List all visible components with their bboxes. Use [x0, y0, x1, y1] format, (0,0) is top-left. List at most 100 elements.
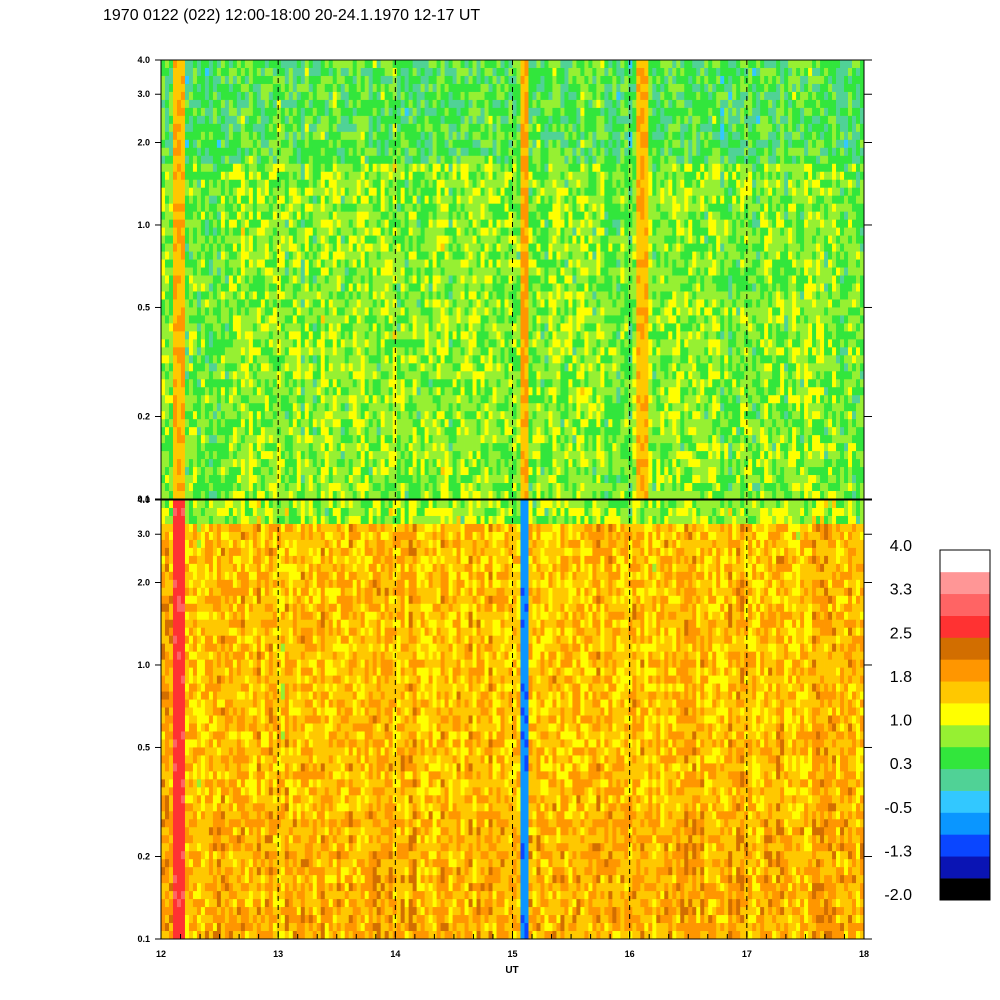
heatmap-cell [264, 379, 270, 388]
heatmap-cell [220, 307, 226, 316]
heatmap-cell [476, 403, 481, 412]
heatmap-cell [404, 211, 410, 221]
heatmap-cell [484, 179, 489, 189]
heatmap-cell [180, 227, 186, 236]
heatmap-cell [248, 115, 254, 125]
heatmap-cell [404, 323, 410, 332]
heatmap-cell [288, 347, 294, 356]
heatmap-cell [380, 211, 386, 221]
heatmap-cell [208, 275, 214, 284]
heatmap-cell [232, 331, 238, 340]
heatmap-cell [428, 195, 434, 205]
heatmap-cell [428, 75, 434, 85]
heatmap-cell [304, 243, 310, 252]
heatmap-cell [420, 83, 426, 93]
heatmap-cell [496, 163, 501, 173]
heatmap-cell [396, 483, 402, 492]
heatmap-cell [220, 451, 226, 460]
heatmap-cell [376, 283, 382, 292]
heatmap-cell [376, 123, 382, 133]
heatmap-cell [212, 355, 218, 364]
heatmap-cell [308, 403, 314, 412]
heatmap-cell [472, 283, 477, 292]
heatmap-cell [504, 451, 509, 460]
heatmap-cell [376, 323, 382, 332]
heatmap-cell [492, 483, 497, 492]
heatmap-cell [360, 323, 366, 332]
heatmap-cell [468, 171, 473, 181]
heatmap-cell [240, 395, 246, 404]
heatmap-cell [396, 67, 402, 77]
heatmap-cell [400, 491, 406, 500]
heatmap-cell [496, 131, 501, 141]
heatmap-cell [464, 283, 469, 292]
heatmap-cell [168, 483, 174, 492]
heatmap-cell [296, 427, 302, 436]
heatmap-cell [208, 371, 214, 380]
heatmap-cell [424, 219, 430, 229]
heatmap-cell [188, 163, 194, 173]
heatmap-cell [276, 315, 282, 324]
heatmap-cell [288, 379, 294, 388]
heatmap-cell [504, 163, 509, 173]
heatmap-cell [296, 363, 302, 372]
heatmap-cell [372, 187, 378, 197]
heatmap-cell [328, 491, 334, 500]
heatmap-cell [324, 91, 330, 101]
heatmap-cell [444, 259, 449, 268]
heatmap-cell [404, 395, 410, 404]
heatmap-cell [440, 451, 445, 460]
heatmap-cell [252, 347, 258, 356]
heatmap-cell [480, 139, 485, 149]
heatmap-cell [432, 195, 437, 205]
heatmap-cell [232, 491, 238, 500]
heatmap-cell [300, 147, 306, 157]
heatmap-cell [404, 115, 410, 125]
heatmap-cell [404, 75, 410, 85]
heatmap-cell [232, 307, 238, 316]
heatmap-cell [420, 99, 426, 109]
heatmap-cell [196, 411, 202, 420]
heatmap-cell [236, 395, 242, 404]
heatmap-cell [456, 99, 461, 109]
heatmap-cell [488, 355, 493, 364]
heatmap-cell [180, 291, 186, 300]
heatmap-cell [340, 171, 346, 181]
heatmap-cell [452, 91, 457, 101]
heatmap-cell [448, 379, 453, 388]
heatmap-cell [376, 435, 382, 444]
heatmap-cell [488, 387, 493, 396]
heatmap-cell [416, 467, 422, 476]
heatmap-cell [360, 467, 366, 476]
heatmap-cell [344, 123, 350, 133]
heatmap-cell [408, 131, 414, 141]
heatmap-cell [468, 299, 473, 308]
heatmap-cell [272, 283, 278, 292]
heatmap-cell [440, 67, 445, 77]
heatmap-cell [264, 91, 270, 101]
heatmap-cell [292, 227, 298, 236]
heatmap-cell [348, 171, 354, 181]
chart-title: 1970 0122 (022) 12:00-18:00 20-24.1.1970… [103, 7, 480, 24]
heatmap-cell [316, 251, 322, 260]
heatmap-cell [520, 363, 525, 372]
heatmap-cell [284, 331, 290, 340]
heatmap-cell [292, 99, 298, 109]
heatmap-cell [280, 211, 286, 221]
heatmap-cell [284, 363, 290, 372]
heatmap-cell [344, 219, 350, 229]
heatmap-cell [488, 227, 493, 236]
heatmap-cell [456, 187, 461, 197]
heatmap-cell [360, 451, 366, 460]
heatmap-cell [356, 491, 362, 500]
heatmap-cell [508, 387, 513, 396]
heatmap-cell [256, 451, 262, 460]
heatmap-cell [396, 403, 402, 412]
heatmap-cell [268, 131, 274, 141]
heatmap-cell [488, 475, 493, 484]
heatmap-cell [288, 307, 294, 316]
heatmap-cell [336, 491, 342, 500]
heatmap-cell [288, 371, 294, 380]
heatmap-cell [480, 259, 485, 268]
heatmap-cell [184, 115, 190, 125]
